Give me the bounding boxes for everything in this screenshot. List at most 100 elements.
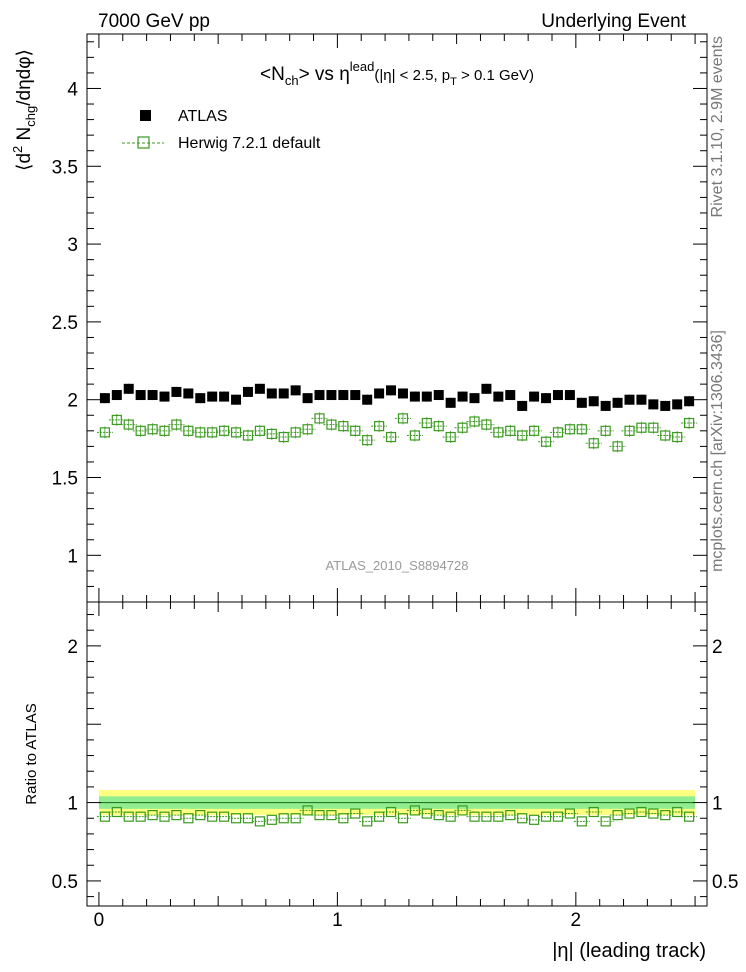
atlas-point	[648, 399, 659, 410]
ratio-point	[254, 816, 265, 827]
atlas-point	[362, 394, 373, 405]
atlas-point	[302, 393, 313, 404]
ratio-point	[385, 806, 397, 818]
ratio-point	[326, 810, 337, 821]
ratio-point	[183, 813, 194, 824]
ratio-point	[552, 811, 564, 822]
main-y-tick-label: 1	[67, 546, 78, 567]
ratio-point	[302, 805, 313, 816]
atlas-point	[505, 390, 516, 401]
x-tick-label: 0	[94, 910, 105, 931]
atlas-point	[672, 399, 683, 410]
ratio-y-tick-label-right: 0.5	[712, 872, 738, 893]
atlas-point	[433, 390, 444, 401]
atlas-point	[624, 394, 635, 405]
atlas-point	[278, 388, 289, 399]
ratio-point	[564, 808, 575, 819]
ratio-point	[648, 808, 659, 819]
atlas-point	[266, 388, 277, 399]
atlas-point	[421, 391, 432, 402]
ratio-point	[290, 813, 301, 824]
atlas-point	[600, 400, 611, 411]
atlas-point	[386, 385, 397, 396]
ratio-point	[505, 810, 516, 821]
ratio-y-tick-label: 2	[67, 637, 78, 658]
ratio-point	[135, 811, 146, 822]
ratio-point	[242, 813, 254, 824]
x-tick-label: 1	[332, 910, 343, 931]
atlas-point	[350, 390, 361, 401]
atlas-point	[481, 383, 492, 394]
legend-atlas-label: ATLAS	[178, 108, 228, 125]
atlas-point	[135, 390, 146, 401]
main-y-tick-label: 2	[67, 391, 78, 412]
ratio-y-tick-label-right: 2	[712, 637, 723, 658]
atlas-point	[207, 391, 218, 402]
atlas-point	[171, 386, 182, 397]
ratio-point	[529, 814, 540, 825]
main-y-label: ⟨d2 Nchg/dηdφ⟩	[10, 49, 38, 171]
ratio-point	[517, 813, 528, 824]
ratio-y-label: Ratio to ATLAS	[23, 703, 40, 804]
ratio-point	[219, 811, 230, 822]
rivet-label: Rivet 3.1.10, 2.9M events	[709, 36, 726, 217]
main-y-tick-label: 3	[67, 235, 78, 256]
atlas-point	[684, 396, 695, 407]
ratio-point	[600, 816, 611, 827]
x-tick-label: 2	[571, 910, 582, 931]
x-axis-label: |η| (leading track)	[552, 940, 706, 962]
atlas-point	[195, 393, 206, 404]
title-main: <N	[260, 64, 285, 85]
mcplots-label: mcplots.cern.ch [arXiv:1306.3436]	[709, 330, 726, 572]
title-main-rest: > vs η	[299, 64, 350, 85]
title-cond-rest: > 0.1 GeV)	[457, 67, 534, 84]
atlas-point	[242, 386, 253, 397]
ratio-point	[195, 810, 206, 821]
ratio-point	[672, 806, 683, 818]
ratio-point	[171, 810, 182, 821]
atlas-point	[445, 397, 456, 408]
atlas-point	[660, 400, 671, 411]
atlas-point	[159, 391, 170, 402]
atlas-point	[338, 390, 349, 401]
legend-herwig-marker	[137, 136, 150, 149]
atlas-point	[99, 393, 110, 404]
ratio-point	[493, 811, 504, 822]
ratio-point	[111, 806, 122, 818]
ratio-y-tick-label-right: 1	[712, 794, 723, 815]
atlas-point	[564, 390, 575, 401]
legend-herwig-label: Herwig 7.2.1 default	[178, 135, 321, 152]
atlas-point	[254, 383, 265, 394]
atlas-point	[111, 390, 122, 401]
atlas-point	[552, 390, 563, 401]
ratio-point	[684, 811, 695, 822]
main-y-tick-label: 3.5	[52, 157, 78, 178]
ratio-point	[445, 811, 456, 822]
atlas-point	[374, 388, 385, 399]
ratio-point	[421, 808, 432, 819]
atlas-point	[409, 391, 420, 402]
ratio-point	[99, 811, 110, 822]
main-y-tick-label: 4	[67, 79, 78, 100]
atlas-point	[517, 400, 528, 411]
plot-title: <Nch> vs ηlead(|η| < 2.5, pT > 0.1 GeV)	[260, 59, 534, 88]
ratio-point	[266, 814, 277, 825]
atlas-point	[183, 388, 194, 399]
ratio-point	[624, 808, 635, 819]
ratio-point	[588, 806, 599, 818]
atlas-point	[469, 393, 480, 404]
ratio-y-tick-label: 1	[67, 794, 78, 815]
ratio-point	[457, 805, 468, 816]
atlas-point	[493, 391, 504, 402]
ratio-point	[433, 810, 444, 821]
ratio-y-tick-label: 0.5	[52, 872, 78, 893]
atlas-point	[636, 394, 647, 405]
ratio-point	[612, 810, 623, 821]
main-y-tick-label: 1.5	[52, 469, 78, 490]
title-main-sup: lead	[350, 59, 375, 74]
atlas-point	[147, 390, 158, 401]
atlas-point	[290, 385, 301, 396]
analysis-label: Underlying Event	[541, 11, 686, 32]
ratio-point	[409, 805, 420, 816]
